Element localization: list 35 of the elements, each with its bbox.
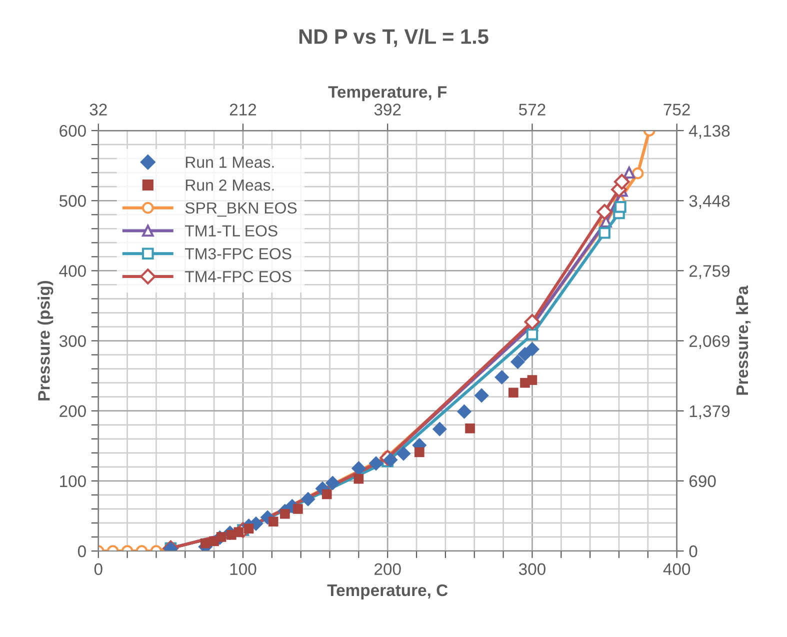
x2-tick-label: 32	[90, 104, 107, 116]
chart-title: ND P vs T, V/L = 1.5	[299, 28, 488, 47]
x-tick-label: 100	[230, 563, 256, 576]
y-tick-label: 100	[60, 475, 86, 488]
y2-tick-label: 3,448	[689, 195, 730, 209]
legend-label: Run 2 Meas.	[186, 179, 274, 191]
y-tick-label: 300	[59, 335, 86, 347]
legend-label: SPR_BKN EOS	[185, 202, 297, 217]
legend-label: TM3-FPC EOS	[184, 248, 292, 260]
y-tick-label: 400	[59, 265, 86, 277]
y2-tick-label: 2,759	[689, 265, 730, 279]
x2-tick-label: 212	[230, 104, 256, 116]
y-tick-label: 600	[60, 124, 86, 137]
x2-axis-title: Temperature, F	[328, 86, 447, 102]
y-tick-label: 500	[59, 195, 86, 207]
y-axis-title: Pressure (psig)	[38, 280, 54, 400]
y2-tick-label: 4,138	[689, 124, 730, 139]
legend-label: TM4-FPC EOS	[184, 270, 292, 282]
legend-label: TM1-TL EOS	[184, 225, 278, 236]
y-tick-label: 0	[78, 545, 86, 558]
x-tick-label: 200	[374, 563, 401, 576]
legend-label: Run 1 Meas.	[186, 156, 274, 168]
y2-axis-title: Pressure, kPa	[736, 286, 751, 395]
x2-tick-label: 752	[664, 104, 690, 116]
x2-tick-label: 572	[518, 104, 546, 116]
x2-tick-label: 392	[374, 104, 401, 116]
x-tick-label: 300	[518, 563, 546, 576]
y2-tick-label: 1,379	[690, 405, 730, 420]
y-tick-label: 200	[60, 405, 86, 418]
y2-tick-label: 690	[689, 475, 716, 488]
x-axis-title: Temperature, C	[327, 584, 448, 600]
y2-tick-label: 2,069	[689, 335, 730, 349]
x-tick-label: 0	[94, 563, 102, 576]
y2-tick-label: 0	[689, 545, 698, 558]
x-tick-label: 400	[663, 563, 690, 576]
